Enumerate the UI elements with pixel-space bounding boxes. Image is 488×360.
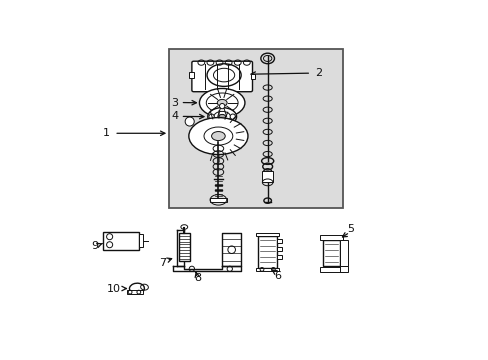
Bar bbox=[277, 255, 281, 260]
Bar bbox=[139, 234, 142, 247]
Bar bbox=[169, 49, 343, 208]
Bar bbox=[256, 268, 279, 271]
Bar bbox=[277, 239, 281, 243]
Bar bbox=[339, 266, 347, 273]
Bar bbox=[256, 233, 279, 236]
Text: 2: 2 bbox=[314, 68, 322, 78]
Bar bbox=[262, 171, 272, 183]
Ellipse shape bbox=[207, 108, 236, 126]
Text: 6: 6 bbox=[274, 271, 281, 281]
Ellipse shape bbox=[188, 118, 247, 154]
Text: 9: 9 bbox=[91, 240, 99, 251]
Text: 5: 5 bbox=[347, 224, 354, 234]
Bar bbox=[319, 267, 342, 272]
Ellipse shape bbox=[199, 89, 244, 117]
Bar bbox=[178, 233, 189, 261]
Bar bbox=[319, 235, 342, 240]
Text: 1: 1 bbox=[103, 128, 110, 138]
Bar bbox=[322, 240, 339, 266]
Ellipse shape bbox=[219, 103, 224, 109]
Text: 7: 7 bbox=[159, 258, 166, 268]
Bar bbox=[339, 240, 347, 266]
Bar bbox=[127, 290, 142, 294]
Ellipse shape bbox=[208, 114, 214, 119]
Ellipse shape bbox=[230, 114, 235, 119]
FancyBboxPatch shape bbox=[191, 61, 252, 92]
Ellipse shape bbox=[218, 114, 225, 119]
Ellipse shape bbox=[219, 125, 224, 130]
Text: 8: 8 bbox=[194, 273, 201, 283]
Text: 4: 4 bbox=[171, 111, 178, 121]
Bar bbox=[210, 198, 226, 202]
Ellipse shape bbox=[211, 131, 225, 141]
Text: 10: 10 bbox=[107, 284, 121, 293]
Ellipse shape bbox=[217, 99, 226, 106]
Ellipse shape bbox=[129, 283, 144, 294]
Bar bbox=[102, 232, 139, 250]
Bar bbox=[258, 236, 277, 268]
Bar bbox=[277, 247, 281, 251]
Text: 3: 3 bbox=[171, 98, 178, 108]
Bar bbox=[250, 74, 255, 79]
Ellipse shape bbox=[185, 117, 194, 126]
Bar bbox=[189, 72, 193, 78]
